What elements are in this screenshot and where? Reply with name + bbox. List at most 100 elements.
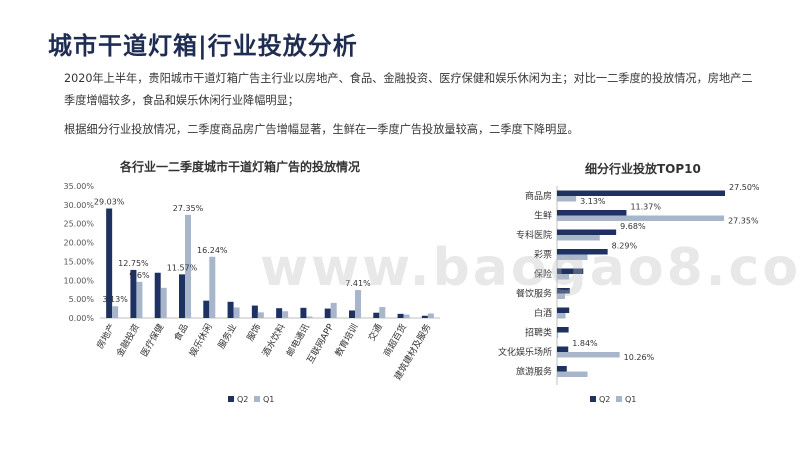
right-category-label: 旅游服务 xyxy=(516,366,552,378)
left-data-label: 16.24% xyxy=(197,246,228,255)
left-bar-q1 xyxy=(306,316,313,318)
left-bar-q2 xyxy=(373,312,380,318)
left-y-tick-label: 0.00% xyxy=(69,314,95,323)
left-data-label: 11.57% xyxy=(167,263,198,272)
left-y-tick-label: 25.00% xyxy=(63,220,94,229)
right-category-label: 商品房 xyxy=(525,190,552,202)
left-bar-q1 xyxy=(209,256,216,318)
right-bar-q1 xyxy=(557,254,588,260)
left-bar-q1 xyxy=(379,307,386,318)
right-category-label: 招聘类 xyxy=(525,327,552,339)
right-legend-swatch-q1 xyxy=(616,396,622,402)
right-bar-q1 xyxy=(557,313,566,319)
right-data-label: 10.26% xyxy=(624,353,655,362)
left-category-label: 食品 xyxy=(171,322,190,344)
left-y-tick-label: 5.00% xyxy=(69,295,95,304)
right-legend-swatch-q2 xyxy=(590,396,596,402)
left-data-label: 3.13% xyxy=(102,295,128,304)
left-bar-q2 xyxy=(324,308,331,318)
right-legend-label-q1: Q1 xyxy=(625,395,636,404)
left-data-label: 27.35% xyxy=(173,204,204,213)
right-bar-q2 xyxy=(557,268,584,274)
left-bar-q2 xyxy=(227,301,234,318)
left-category-label: 房地产 xyxy=(94,322,118,351)
left-y-tick-label: 10.00% xyxy=(63,276,94,285)
left-bar-q1 xyxy=(185,214,191,318)
right-legend-label-q2: Q2 xyxy=(599,395,610,404)
left-data-label: 7.41% xyxy=(345,279,371,288)
left-legend-swatch-q1 xyxy=(254,396,260,402)
left-legend-label-q2: Q2 xyxy=(237,395,248,404)
left-bar-q2 xyxy=(106,208,113,318)
left-bar-q1 xyxy=(355,290,361,318)
right-bar-q1 xyxy=(557,235,600,241)
left-category-label: 金融投资 xyxy=(114,322,142,359)
right-bar-q2 xyxy=(557,249,608,255)
left-bar-q2 xyxy=(421,315,428,318)
left-category-label: 教育培训 xyxy=(332,322,360,359)
page-title: 城市干道灯箱|行业投放分析 xyxy=(48,32,358,60)
left-category-label: 医疗保健 xyxy=(138,322,166,359)
right-bar-q1 xyxy=(557,371,588,377)
left-bar-q1 xyxy=(330,302,337,318)
summary-paragraph-2: 根据细分行业投放情况，二季度商品房广告增幅显著，生鲜在一季度广告投放量较高，二季… xyxy=(64,123,579,136)
right-category-label: 白酒 xyxy=(534,307,552,319)
summary-paragraph-1: 2020年上半年，贵阳城市干道灯箱广告主行业以房地产、食品、金融投资、医疗保健和… xyxy=(64,72,753,107)
left-bar-q2 xyxy=(179,274,185,318)
right-category-label: 生鲜 xyxy=(534,210,552,222)
right-data-label: 8.29% xyxy=(612,242,638,251)
left-data-label: 9.6% xyxy=(129,271,150,280)
left-bar-q1 xyxy=(112,306,119,318)
right-category-label: 文化娱乐场所 xyxy=(498,346,552,358)
left-bar-q2 xyxy=(300,307,307,318)
left-y-tick-label: 35.00% xyxy=(63,182,94,191)
left-bar-q1 xyxy=(257,312,264,318)
left-legend-swatch-q2 xyxy=(228,396,234,402)
left-bar-q2 xyxy=(276,308,283,318)
left-y-tick-label: 30.00% xyxy=(63,201,94,210)
right-bar-q2 xyxy=(557,346,569,352)
right-bar-q2 xyxy=(557,307,570,313)
right-category-label: 保险 xyxy=(534,268,552,280)
left-category-label: 商超百货 xyxy=(381,322,409,359)
left-legend-label-q1: Q1 xyxy=(263,395,274,404)
left-bar-q1 xyxy=(160,287,167,318)
left-bar-q2 xyxy=(203,300,210,318)
left-category-label: 服饰 xyxy=(244,322,263,344)
right-category-label: 专科医院 xyxy=(516,229,552,241)
right-bar-q1 xyxy=(557,215,725,221)
left-y-tick-label: 15.00% xyxy=(63,257,94,266)
left-y-tick-label: 20.00% xyxy=(63,239,94,248)
right-data-label: 3.13% xyxy=(580,197,606,206)
left-bar-q1 xyxy=(403,314,410,318)
left-category-label: 服务业 xyxy=(215,322,239,351)
right-bar-q2 xyxy=(557,288,570,294)
left-data-label: 12.75% xyxy=(118,259,149,268)
right-bar-q1 xyxy=(557,293,565,299)
right-category-label: 餐饮服务 xyxy=(516,288,552,300)
left-category-label: 邮电通讯 xyxy=(284,322,312,359)
left-bar-q1 xyxy=(233,307,240,318)
right-category-label: 彩票 xyxy=(534,250,552,261)
left-bar-q2 xyxy=(349,310,355,318)
right-bar-q1 xyxy=(557,352,620,358)
right-data-label: 11.37% xyxy=(630,203,661,212)
right-bar-q2 xyxy=(557,210,627,216)
right-data-label: 27.35% xyxy=(728,217,759,226)
left-chart-title: 各行业一二季度城市干道灯箱广告的投放情况 xyxy=(120,160,361,174)
right-bar-q1 xyxy=(557,196,577,202)
right-bar-q2 xyxy=(557,366,567,372)
left-category-label: 交通 xyxy=(365,322,384,344)
right-data-label: 9.68% xyxy=(620,222,646,231)
right-bar-q2 xyxy=(557,190,725,196)
left-bar-q2 xyxy=(154,272,161,318)
left-bar-q2 xyxy=(130,269,137,318)
left-category-label: 娱乐休闲 xyxy=(186,322,214,359)
left-bar-q1 xyxy=(427,313,434,318)
right-bar-q2 xyxy=(557,327,569,333)
right-bar-q1 xyxy=(557,332,559,338)
left-bar-q2 xyxy=(251,305,258,318)
right-bar-q1 xyxy=(557,274,570,280)
right-chart-title: 细分行业投放TOP10 xyxy=(585,162,701,176)
